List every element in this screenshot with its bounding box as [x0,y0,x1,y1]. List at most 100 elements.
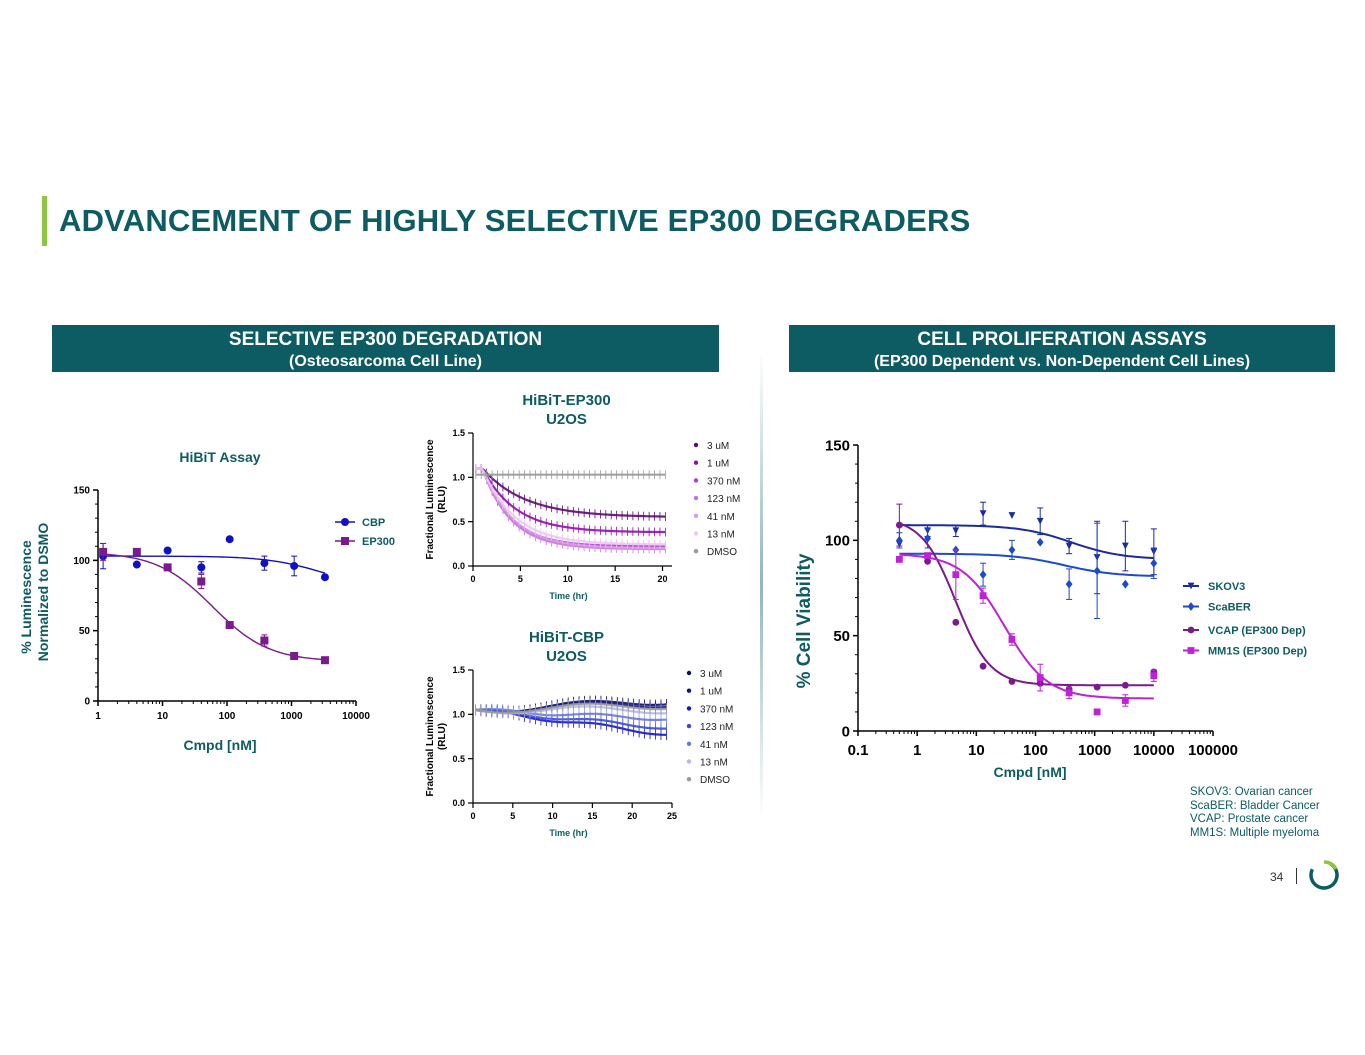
legend-label: CBP [362,517,385,529]
x-tick-label: 20 [658,574,668,584]
page-title: ADVANCEMENT OF HIGHLY SELECTIVE EP300 DE… [59,203,971,238]
y-tick-label: 150 [825,437,850,454]
y-tick-label: 150 [73,486,90,497]
data-point [99,547,108,556]
y-tick-label: 0.5 [452,517,465,527]
legend-marker [686,759,692,764]
legend-marker [341,537,349,545]
legend-marker [686,670,692,676]
data-point [979,510,987,518]
legend-label: 3 uM [707,441,729,452]
x-tick-label: 0.1 [848,742,869,759]
series-line [475,467,666,518]
right-panel-header: CELL PROLIFERATION ASSAYS (EP300 Depende… [789,325,1335,372]
left-panel-subheading: (Osteosarcoma Cell Line) [289,353,482,370]
chart-title: U2OS [546,411,587,428]
data-point [1008,636,1016,643]
x-tick-label: 15 [610,574,620,584]
x-tick-label: 10 [157,711,169,722]
data-point [924,552,931,559]
data-point [225,621,234,630]
series-line [475,467,666,550]
footnote-line: MM1S: Multiple myeloma [1190,827,1320,840]
data-point [1065,689,1073,697]
left-panel-heading: SELECTIVE EP300 DEGRADATION [228,329,543,350]
legend-marker [693,513,699,518]
data-point [979,662,987,670]
x-tick-label: 5 [518,574,523,584]
data-point [290,651,299,660]
footnote-line: SKOV3: Ovarian cancer [1190,786,1313,798]
x-tick-label: 10 [563,574,573,584]
data-point [290,561,299,570]
panel-divider [760,350,763,820]
legend-label: 123 nM [700,722,733,733]
data-point [924,557,931,565]
legend-marker [693,531,699,536]
legend-label: 3 uM [700,669,722,680]
legend-marker [1187,626,1195,634]
chart-title: HiBiT-EP300 [522,392,610,409]
legend-marker [1187,582,1195,590]
data-point [320,573,329,582]
y-tick-label: 1.5 [452,665,465,675]
data-point [952,527,960,535]
data-point [952,618,960,626]
series-line [475,467,666,546]
fit-curve [103,555,326,574]
x-tick-label: 10000 [1133,742,1175,759]
y-tick-label: 1.0 [452,709,465,719]
legend-marker [693,442,699,448]
y-tick-label: 0.0 [452,798,465,808]
y-axis-label: % Cell Viability [794,553,815,688]
legend-label: MM1S (EP300 Dep) [1208,646,1307,658]
legend-marker [341,518,349,526]
legend-label: 41 nM [700,740,728,751]
chart-title: U2OS [546,648,587,665]
data-point [1121,579,1129,589]
y-tick-label: 50 [833,628,850,645]
data-point [1008,678,1016,685]
chart-title: HiBiT Assay [179,449,260,465]
series-line [475,702,667,714]
data-point [163,546,172,555]
x-tick-label: 25 [667,811,677,821]
y-axis-label: % Luminescence [18,540,34,654]
legend-label: 41 nM [707,512,735,523]
page-number-separator [1296,868,1297,884]
x-tick-label: 10 [968,742,985,759]
x-tick-label: 20 [627,811,637,821]
company-logo-icon [1309,860,1339,890]
x-tick-label: 1 [913,742,921,759]
footnote-line: VCAP: Prostate cancer [1190,813,1309,826]
legend-marker [686,723,692,729]
legend-label: 123 nM [707,494,740,505]
x-tick-label: 100000 [1188,742,1238,759]
cell-line-footnote: SKOV3: Ovarian cancer ScaBER: Bladder Ca… [1190,786,1320,841]
y-tick-label: 100 [825,533,850,550]
data-point [1121,542,1129,550]
data-point [1093,708,1101,716]
x-tick-label: 0 [470,811,475,821]
data-point [1008,512,1016,519]
y-axis-label: (RLU) [437,486,448,513]
data-point [132,547,141,556]
footnote-line: ScaBER: Bladder Cancer [1190,799,1320,812]
data-point [1093,566,1101,576]
page-number: 34 [1270,870,1284,884]
legend-marker [693,549,699,554]
legend-label: ScaBER [1208,602,1251,614]
y-tick-label: 0.0 [452,561,465,571]
data-point [895,521,903,529]
data-point [924,534,931,543]
right-panel-heading: CELL PROLIFERATION ASSAYS [917,329,1207,350]
fit-curve [899,552,1154,577]
y-tick-label: 50 [79,626,91,637]
data-point [1036,537,1044,547]
data-point [1065,579,1073,589]
legend-label: 13 nM [707,530,735,541]
y-tick-label: 1.5 [452,428,465,438]
x-tick-label: 100 [1023,742,1048,759]
y-tick-label: 0 [842,723,850,740]
